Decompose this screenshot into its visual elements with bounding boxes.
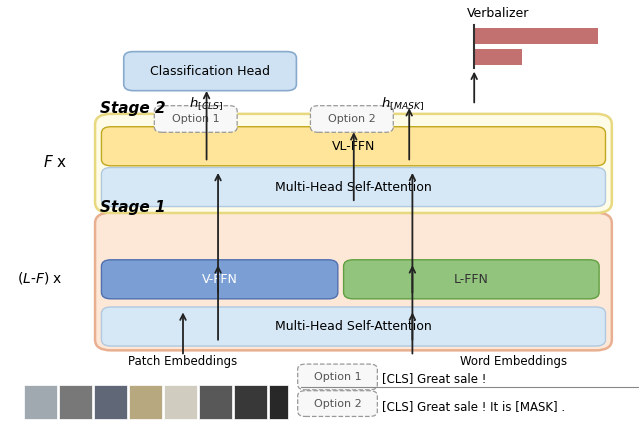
FancyBboxPatch shape	[101, 260, 338, 299]
Text: Classification Head: Classification Head	[150, 65, 270, 78]
FancyBboxPatch shape	[124, 51, 296, 91]
Bar	[199, 385, 232, 419]
Text: V-FFN: V-FFN	[202, 273, 237, 286]
Text: Option 2: Option 2	[314, 399, 362, 409]
Text: $(L$-$F)$ x: $(L$-$F)$ x	[17, 270, 63, 286]
Text: Stage 1: Stage 1	[100, 200, 166, 215]
Text: Multi-Head Self-Attention: Multi-Head Self-Attention	[275, 320, 432, 333]
Text: Stage 2: Stage 2	[100, 102, 166, 116]
Text: L-FFN: L-FFN	[454, 273, 489, 286]
FancyBboxPatch shape	[101, 168, 605, 206]
FancyBboxPatch shape	[298, 391, 378, 416]
Bar	[474, 49, 522, 65]
Bar	[164, 385, 197, 419]
Text: Patch Embeddings: Patch Embeddings	[129, 355, 237, 368]
Bar	[129, 385, 162, 419]
Bar	[94, 385, 127, 419]
Bar	[24, 385, 57, 419]
Text: VL-FFN: VL-FFN	[332, 140, 375, 153]
FancyBboxPatch shape	[101, 127, 605, 166]
FancyBboxPatch shape	[310, 106, 394, 132]
FancyBboxPatch shape	[344, 260, 599, 299]
FancyBboxPatch shape	[101, 307, 605, 346]
Text: Option 1: Option 1	[314, 372, 362, 382]
Text: Verbalizer: Verbalizer	[467, 7, 530, 20]
FancyBboxPatch shape	[298, 364, 378, 390]
Text: Word Embeddings: Word Embeddings	[460, 355, 567, 368]
Text: [CLS] Great sale !: [CLS] Great sale !	[383, 372, 487, 385]
Text: Option 2: Option 2	[328, 114, 376, 124]
Text: $F$ x: $F$ x	[44, 154, 68, 170]
FancyBboxPatch shape	[95, 213, 612, 350]
FancyBboxPatch shape	[95, 114, 612, 213]
Text: Option 1: Option 1	[172, 114, 220, 124]
Text: Multi-Head Self-Attention: Multi-Head Self-Attention	[275, 181, 432, 194]
Text: $h_{[MASK]}$: $h_{[MASK]}$	[381, 96, 424, 113]
Text: [CLS] Great sale ! It is [MASK] .: [CLS] Great sale ! It is [MASK] .	[383, 400, 566, 413]
Bar	[234, 385, 267, 419]
Text: $h_{[CLS]}$: $h_{[CLS]}$	[189, 96, 224, 113]
FancyBboxPatch shape	[154, 106, 237, 132]
Bar	[59, 385, 92, 419]
Bar	[474, 28, 598, 44]
Bar	[269, 385, 288, 419]
